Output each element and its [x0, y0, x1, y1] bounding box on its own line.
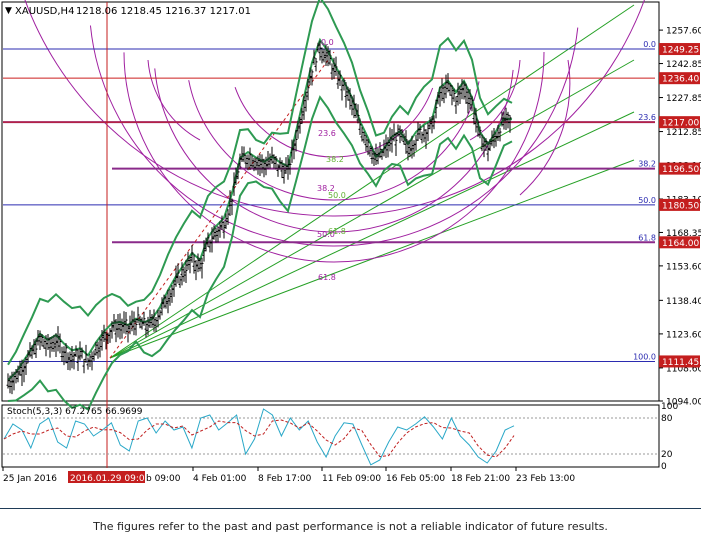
price-badge [659, 116, 700, 129]
stoch-tick-label: 0 [661, 462, 667, 472]
price-tick-label: 1257.60 [666, 27, 701, 37]
price-badge-label: 1217.00 [662, 119, 699, 129]
price-bars [6, 40, 512, 395]
fib-arc-label: 61.8 [318, 273, 336, 282]
price-badge-label: 1196.50 [662, 165, 699, 175]
fan-line [109, 111, 635, 359]
fib-fan-label: 38.2 [326, 155, 344, 164]
stochastic-panel: 100 80 20 0 [3, 402, 678, 472]
time-tick-label: 16 Feb 05:00 [386, 474, 445, 484]
fib-arc [147, 59, 201, 141]
fib-arc [154, 68, 514, 233]
fibonacci-retracement-lines [3, 48, 655, 362]
fib-level-label: 0.0 [643, 40, 656, 49]
price-tick-label: 1212.85 [666, 128, 701, 138]
fib-level-label: 23.6 [638, 113, 656, 122]
stoch-signal-line [3, 419, 515, 458]
symbol-title: XAUUSD,H4 [15, 6, 74, 17]
price-tick-label: 1108.60 [666, 364, 701, 374]
time-tick-label: 11 Feb 09:00 [322, 474, 381, 484]
fib-arc [89, 25, 579, 247]
fib-arc [469, 59, 521, 141]
price-tick-label: 1242.85 [666, 60, 701, 70]
ohlc-values: 1218.06 1218.45 1216.37 1217.01 [76, 6, 251, 17]
disclaimer-text: The figures refer to the past and past p… [93, 520, 608, 533]
fib-level-label: 38.2 [638, 160, 656, 169]
stoch-tick-label: 100 [661, 402, 678, 412]
fan-line [109, 59, 635, 359]
time-badge-label: 2016.01.29 09:00 [70, 474, 151, 484]
time-tick-label: 8 Feb 17:00 [258, 474, 312, 484]
fib-arc-label: 38.2 [317, 184, 335, 193]
fib-arc-label: 0.0 [321, 38, 334, 47]
time-tick-label: 18 Feb 21:00 [451, 474, 510, 484]
fib-level-label: 50.0 [638, 196, 656, 205]
fib-arc [24, 0, 645, 217]
time-tick-label: 4 Feb 01:00 [193, 474, 247, 484]
stoch-tick-label: 20 [661, 450, 673, 460]
price-badge [659, 355, 700, 368]
footer-separator [0, 508, 701, 509]
stoch-main-line [3, 408, 515, 466]
time-tick-label: 23 Feb 13:00 [516, 474, 575, 484]
price-badge [659, 236, 700, 249]
price-badge-label: 1164.00 [662, 239, 699, 249]
price-badge-label: 1236.40 [662, 75, 699, 85]
price-badge-label: 1111.45 [662, 358, 699, 368]
stoch-tick-label: 80 [661, 414, 673, 424]
fib-arc [234, 87, 434, 158]
price-tick-label: 1227.85 [666, 94, 701, 104]
fib-arc-label: 50.0 [317, 230, 335, 239]
fibonacci-labels: 0.023.638.250.061.8100.00.023.638.250.06… [317, 38, 656, 361]
time-axis: 25 Jan 2016 2016.01.29 09:00 4 Feb 01:00 8 … [2, 467, 575, 484]
price-tick-label: 1168.35 [666, 229, 701, 239]
price-badges: 1249.25 1236.40 1217.00 1196.50 1180.50 1164.… [659, 43, 700, 368]
price-tick-label: 1123.60 [666, 330, 701, 340]
fibonacci-arcs [24, 0, 645, 263]
fib-level-label: 100.0 [633, 352, 656, 361]
stoch-label: Stoch(5,3,3) 67.2765 66.9699 [7, 407, 143, 417]
price-axis: 1257.601242.851227.851212.851198.101183.… [659, 27, 701, 408]
price-badge [659, 43, 700, 56]
time-tick-label: b 09:00 [146, 474, 181, 484]
price-badge-label: 1249.25 [662, 46, 699, 56]
fib-arc-label: 23.6 [318, 129, 336, 138]
time-tick-label: 25 Jan 2016 [3, 474, 57, 484]
bollinger-upper [7, 0, 513, 366]
fib-level-label: 61.8 [638, 233, 656, 242]
window-arrow-icon: ▼ [5, 6, 12, 16]
fib-arc [123, 51, 545, 263]
price-tick-label: 1153.60 [666, 262, 701, 272]
fib-arc [188, 80, 480, 201]
fib-fan-label: 61.8 [328, 227, 346, 236]
price-tick-label: 1094.00 [666, 398, 701, 408]
bollinger-lower [7, 95, 513, 411]
price-badge [659, 72, 700, 85]
price-badge [659, 198, 700, 211]
fib-fan-label: 50.0 [328, 191, 346, 200]
price-tick-label: 1138.40 [666, 297, 701, 307]
price-badge [659, 162, 700, 175]
price-badge-label: 1180.50 [662, 201, 699, 211]
stoch-plot-frame [1, 404, 660, 468]
time-badge [68, 471, 145, 483]
